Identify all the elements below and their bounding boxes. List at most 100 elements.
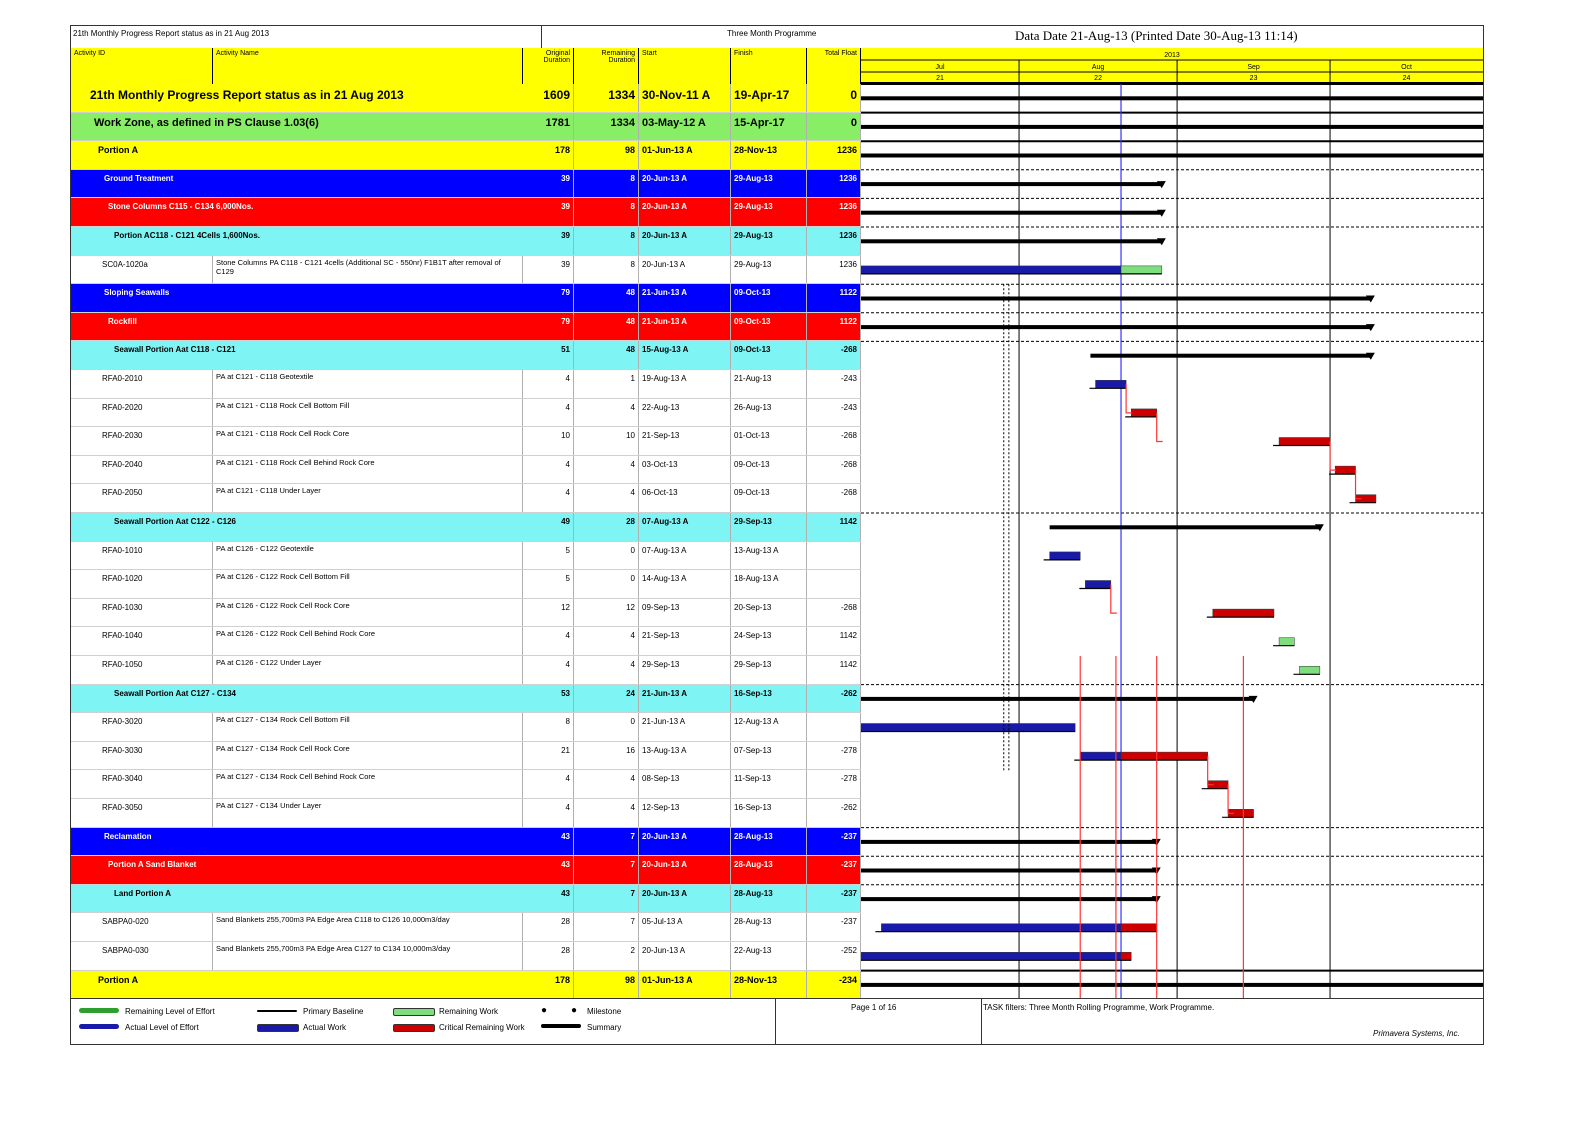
table-row[interactable]: SABPA0-030 Sand Blankets 255,700m3 PA Edg…	[71, 942, 861, 971]
col-remaining-duration[interactable]: Remaining Duration	[574, 48, 639, 84]
table-row[interactable]: RFA0-1030 PA at C126 - C122 Rock Cell Roc…	[71, 598, 861, 628]
remaining-duration-cell: 8	[574, 198, 639, 226]
original-duration-cell: 8	[523, 713, 574, 741]
legend-swatch	[257, 1024, 299, 1032]
activity-table: Activity ID Activity Name Original Durat…	[71, 48, 861, 1000]
start-cell: 20-Jun-13 A	[639, 942, 731, 970]
timescale-month-label: Aug	[1092, 64, 1105, 71]
table-row[interactable]: RFA0-1010 PA at C126 - C122 Geotextile 5 0 0…	[71, 541, 861, 571]
table-row[interactable]: RFA0-2050 PA at C121 - C118 Under Layer 4 4…	[71, 484, 861, 513]
legend-divider	[775, 999, 776, 1045]
table-row[interactable]: RFA0-1050 PA at C126 - C122 Under Layer 4 4…	[71, 656, 861, 685]
original-duration-cell: 5	[523, 570, 574, 598]
table-row[interactable]: RFA0-3020 PA at C127 - C134 Rock Cell Bot…	[71, 713, 861, 742]
table-row[interactable]: Seawall Portion Aat C127 - C134 53 24 21-Ju…	[71, 684, 861, 714]
start-cell: 20-Jun-13 A	[639, 198, 731, 226]
activity-name-cell: Portion AC118 - C121 4Cells 1,600Nos.	[114, 231, 260, 240]
original-duration-cell: 43	[523, 884, 574, 913]
table-row[interactable]: RFA0-2020 PA at C121 - C118 Rock Cell Bot…	[71, 398, 861, 428]
table-row[interactable]: SC0A-1020a Stone Columns PA C118 - C121 4…	[71, 255, 861, 285]
finish-cell: 09-Oct-13	[731, 341, 807, 369]
table-row[interactable]: 21th Monthly Progress Report status as i…	[71, 84, 861, 113]
activity-id-cell: RFA0-3040	[99, 770, 213, 798]
original-duration-cell: 39	[523, 227, 574, 255]
gantt-bar	[861, 153, 1483, 158]
activity-id-cell: SABPA0-030	[99, 942, 213, 970]
col-activity-name[interactable]: Activity Name	[213, 48, 523, 84]
total-float-cell: 0	[807, 112, 861, 141]
table-row[interactable]: Stone Columns C115 - C134 6,000Nos. 39 8 20…	[71, 198, 861, 227]
total-float-cell: -234	[807, 970, 861, 999]
table-row[interactable]: Portion A Sand Blanket 43 7 20-Jun-13 A 28-A…	[71, 856, 861, 885]
activity-id-cell: RFA0-3030	[99, 741, 213, 770]
total-float-cell: 1236	[807, 227, 861, 255]
table-row[interactable]: Reclamation 43 7 20-Jun-13 A 28-Aug-13 -237	[71, 827, 861, 857]
table-row[interactable]: Ground Treatment 39 8 20-Jun-13 A 29-Aug-13 1…	[71, 169, 861, 199]
table-row[interactable]: Rockfill 79 48 21-Jun-13 A 09-Oct-13 1122	[71, 312, 861, 342]
total-float-cell: 1236	[807, 198, 861, 226]
col-original-duration[interactable]: Original Duration	[523, 48, 574, 84]
original-duration-cell: 4	[523, 370, 574, 398]
table-row[interactable]: RFA0-3030 PA at C127 - C134 Rock Cell Roc…	[71, 741, 861, 771]
table-row[interactable]: SABPA0-020 Sand Blankets 255,700m3 PA Edg…	[71, 913, 861, 942]
gantt-bar	[861, 868, 1157, 873]
col-start[interactable]: Start	[639, 48, 731, 84]
table-row[interactable]: RFA0-3050 PA at C127 - C134 Under Layer 4 4…	[71, 799, 861, 828]
table-row[interactable]: RFA0-3040 PA at C127 - C134 Rock Cell Beh…	[71, 770, 861, 799]
col-total-float[interactable]: Total Float	[807, 48, 861, 84]
start-cell: 21-Jun-13 A	[639, 284, 731, 312]
table-row[interactable]: Seawall Portion Aat C122 - C126 49 28 07-Au…	[71, 513, 861, 542]
table-row[interactable]: RFA0-2010 PA at C121 - C118 Geotextile 4 1 1…	[71, 370, 861, 399]
activity-name-cell: Portion A	[98, 145, 139, 156]
table-row[interactable]: RFA0-2040 PA at C121 - C118 Rock Cell Beh…	[71, 455, 861, 485]
start-cell: 13-Aug-13 A	[639, 741, 731, 770]
remaining-duration-cell: 8	[574, 255, 639, 284]
table-row[interactable]: RFA0-1020 PA at C126 - C122 Rock Cell Bot…	[71, 570, 861, 599]
activity-name-cell: PA at C121 - C118 Rock Cell Bottom Fill	[213, 398, 523, 427]
original-duration-cell: 51	[523, 341, 574, 369]
activity-name-cell: PA at C126 - C122 Rock Cell Behind Rock …	[213, 627, 523, 655]
start-cell: 14-Aug-13 A	[639, 570, 731, 598]
remaining-duration-cell: 0	[574, 541, 639, 570]
table-row[interactable]: Work Zone, as defined in PS Clause 1.03(…	[71, 112, 861, 142]
timescale-month-number: 21	[936, 75, 944, 82]
col-activity-id[interactable]: Activity ID	[71, 48, 213, 84]
gantt-bar	[861, 696, 1254, 701]
start-cell: 21-Sep-13	[639, 427, 731, 455]
original-duration-cell: 43	[523, 827, 574, 856]
remaining-duration-cell: 12	[574, 598, 639, 627]
legend-swatch	[541, 1024, 581, 1028]
activity-name-cell: Portion A	[98, 974, 139, 985]
gantt-bar	[1212, 608, 1275, 618]
activity-name-cell: Seawall Portion Aat C127 - C134	[114, 688, 236, 698]
finish-cell: 20-Sep-13	[731, 598, 807, 627]
table-row[interactable]: Seawall Portion Aat C118 - C121 51 48 15-Au…	[71, 341, 861, 370]
gantt-bar	[1130, 408, 1157, 418]
original-duration-cell: 28	[523, 942, 574, 970]
finish-cell: 18-Aug-13 A	[731, 570, 807, 598]
total-float-cell: -278	[807, 741, 861, 770]
activity-id-cell: RFA0-1040	[99, 627, 213, 655]
total-float-cell: 1236	[807, 141, 861, 169]
activity-name-cell: PA at C127 - C134 Rock Cell Rock Core	[213, 741, 523, 770]
table-row[interactable]: Land Portion A 43 7 20-Jun-13 A 28-Aug-13 -23…	[71, 884, 861, 914]
legend-swatch	[393, 1024, 435, 1032]
start-cell: 20-Jun-13 A	[639, 255, 731, 284]
table-row[interactable]: Portion AC118 - C121 4Cells 1,600Nos. 39 8…	[71, 227, 861, 256]
activity-name-cell: PA at C127 - C134 Under Layer	[213, 799, 523, 827]
vendor-text: Primavera Systems, Inc.	[1373, 1029, 1460, 1038]
col-finish[interactable]: Finish	[731, 48, 807, 84]
table-row[interactable]: Sloping Seawalls 79 48 21-Jun-13 A 09-Oct-13…	[71, 284, 861, 313]
activity-id-cell: RFA0-1050	[99, 656, 213, 684]
start-cell: 30-Nov-11 A	[639, 84, 731, 112]
table-row[interactable]: Portion A 178 98 01-Jun-13 A 28-Nov-13 -234	[71, 970, 861, 1000]
gantt-bar	[861, 325, 1371, 330]
table-row[interactable]: RFA0-2030 PA at C121 - C118 Rock Cell Roc…	[71, 427, 861, 456]
total-float-cell: -252	[807, 942, 861, 970]
remaining-duration-cell: 48	[574, 312, 639, 341]
table-row[interactable]: Portion A 178 98 01-Jun-13 A 28-Nov-13 1236	[71, 141, 861, 170]
table-row[interactable]: RFA0-1040 PA at C126 - C122 Rock Cell Beh…	[71, 627, 861, 656]
activity-name-cell: PA at C121 - C118 Rock Cell Rock Core	[213, 427, 523, 455]
gantt-bar	[861, 839, 1157, 844]
total-float-cell: -268	[807, 341, 861, 369]
